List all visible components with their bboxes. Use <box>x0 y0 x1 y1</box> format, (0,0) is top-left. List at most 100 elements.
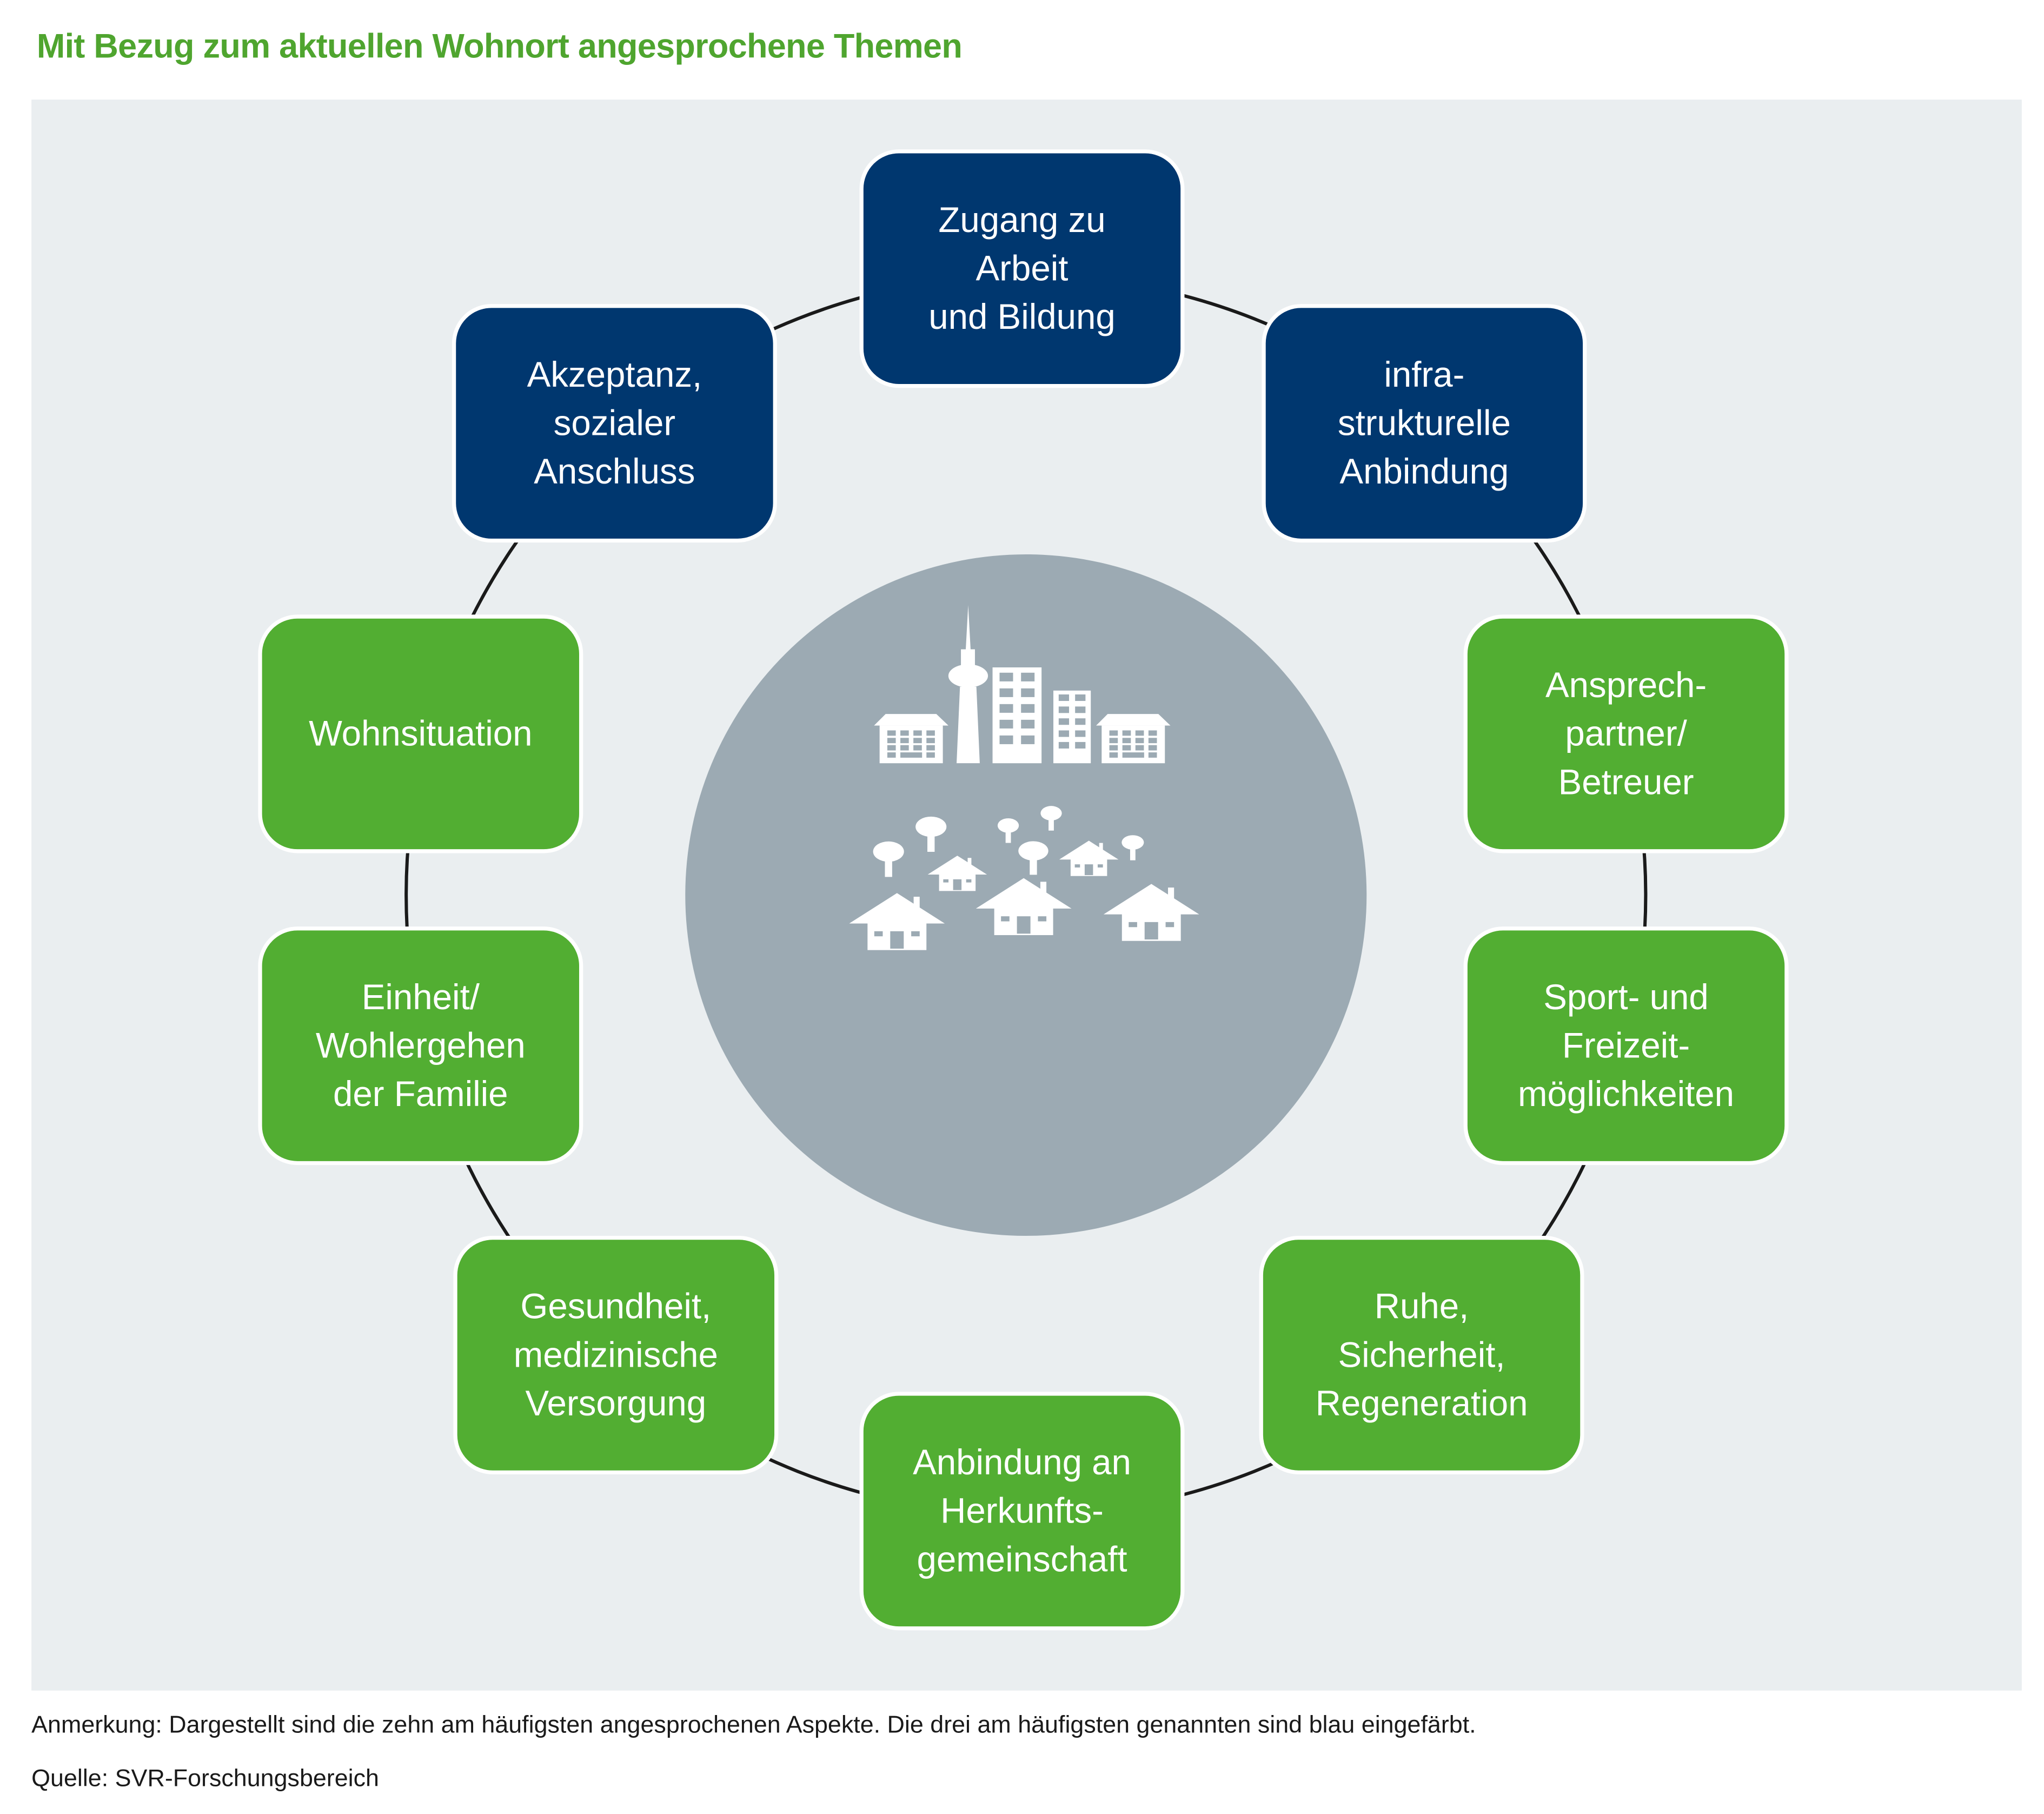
topic-box: Ansprech-partner/Betreuer <box>1463 614 1789 853</box>
topic-label-line: Sport- und <box>1543 977 1709 1017</box>
topic-label-line: Einheit/ <box>361 977 480 1017</box>
window <box>887 745 896 751</box>
window <box>1021 672 1035 681</box>
topic-label: Ruhe, Sicherheit, Regeneration <box>1316 1282 1528 1428</box>
topic-label-line: Gesundheit, <box>520 1286 712 1326</box>
window <box>1148 730 1157 736</box>
house-roof <box>849 893 945 924</box>
topic-label: Sport- und Freizeit-möglichkeiten <box>1518 973 1734 1118</box>
tree-trunk <box>927 836 935 852</box>
topic-label: Einheit/Wohlergehen der Familie <box>316 973 526 1118</box>
tree-trunk <box>1048 819 1054 831</box>
door <box>890 931 904 949</box>
topic-box: infra-strukturelle Anbindung <box>1262 304 1587 543</box>
topic-label-line: Anbindung an <box>913 1442 1131 1482</box>
window <box>926 745 935 751</box>
window <box>1135 730 1144 736</box>
topic-box: Einheit/Wohlergehen der Familie <box>258 926 583 1166</box>
building-roof <box>874 714 948 726</box>
topic-label-line: infra- <box>1384 354 1465 394</box>
topic-box: Gesundheit, medizinische Versorgung <box>453 1235 779 1474</box>
topic-label-line: Herkunfts- <box>940 1491 1104 1530</box>
door <box>1144 922 1158 940</box>
house-roof <box>1059 840 1119 860</box>
window <box>1075 694 1086 701</box>
window <box>1058 730 1070 737</box>
window <box>999 688 1013 697</box>
footnote: Anmerkung: Dargestellt sind die zehn am … <box>31 1710 1476 1738</box>
topic-label-line: Sicherheit, <box>1338 1334 1505 1374</box>
topic-label: Ansprech-partner/Betreuer <box>1545 661 1707 806</box>
window <box>900 730 909 736</box>
topic-label-line: der Familie <box>333 1074 508 1114</box>
topic-label-line: Ansprech- <box>1545 665 1707 705</box>
topic-label-line: Akzeptanz, <box>527 354 702 394</box>
window <box>1021 719 1035 729</box>
window <box>1075 718 1086 725</box>
chimney <box>967 858 972 869</box>
topic-label-line: Versorgung <box>525 1383 707 1423</box>
topic-label-line: Zugang zu <box>938 200 1106 240</box>
tower-pod <box>948 664 988 688</box>
tree-crown <box>873 841 904 862</box>
window <box>1109 738 1118 744</box>
window <box>999 672 1013 681</box>
window <box>1122 752 1144 758</box>
topic-label-line: Regeneration <box>1315 1383 1528 1423</box>
window <box>1148 752 1157 758</box>
topic-label: Zugang zu Arbeit und Bildung <box>928 196 1116 341</box>
chimney <box>1099 843 1103 854</box>
door <box>1084 864 1093 876</box>
window <box>999 704 1013 713</box>
city-and-village-icon <box>849 605 1199 950</box>
window <box>926 738 935 744</box>
window <box>1135 745 1144 751</box>
topic-box: Ruhe, Sicherheit, Regeneration <box>1259 1235 1584 1474</box>
topic-box: Zugang zu Arbeit und Bildung <box>859 149 1185 388</box>
tower-shaft <box>957 686 980 764</box>
window <box>1109 752 1118 758</box>
window <box>1109 745 1118 751</box>
window <box>913 738 922 744</box>
chimney <box>1040 882 1047 899</box>
topic-label: Akzeptanz, sozialer Anschluss <box>527 350 702 496</box>
topic-label-line: und Bildung <box>928 296 1116 336</box>
tower-spire <box>966 605 971 650</box>
door <box>953 879 962 890</box>
topic-label-line: partner/ <box>1565 713 1687 753</box>
topic-label-line: strukturelle <box>1337 403 1511 442</box>
window <box>900 752 923 758</box>
window <box>966 879 972 883</box>
window <box>1058 706 1070 713</box>
tree-crown <box>915 816 947 837</box>
window <box>887 752 896 758</box>
chimney <box>1168 888 1174 905</box>
window <box>1122 738 1131 744</box>
tree-crown <box>1040 806 1062 820</box>
topic-box: Akzeptanz, sozialer Anschluss <box>452 304 777 543</box>
window <box>911 931 920 937</box>
topic-box: Sport- und Freizeit-möglichkeiten <box>1463 926 1789 1166</box>
window <box>926 730 935 736</box>
window <box>1058 718 1070 725</box>
topic-box: Anbindung an Herkunfts-gemeinschaft <box>859 1392 1185 1631</box>
topic-label-line: sozialer <box>553 403 676 442</box>
topic-label-line: Arbeit <box>975 248 1069 288</box>
window <box>1021 688 1035 697</box>
tree-crown <box>1121 835 1144 850</box>
topic-label-line: Freizeit- <box>1562 1025 1690 1065</box>
window <box>900 745 909 751</box>
topic-label-line: Ruhe, <box>1374 1286 1469 1326</box>
topic-label-line: Wohlergehen <box>315 1025 526 1065</box>
topic-box: Wohnsituation <box>258 614 583 853</box>
tree-trunk <box>885 860 892 877</box>
high-rise <box>992 667 1042 764</box>
window <box>913 730 922 736</box>
topic-label: Wohnsituation <box>309 710 532 758</box>
window <box>943 879 949 883</box>
topic-label: Anbindung an Herkunfts-gemeinschaft <box>913 1438 1131 1584</box>
window <box>900 738 909 744</box>
window <box>1129 922 1137 928</box>
house-roof <box>1103 884 1199 915</box>
window <box>999 719 1013 729</box>
